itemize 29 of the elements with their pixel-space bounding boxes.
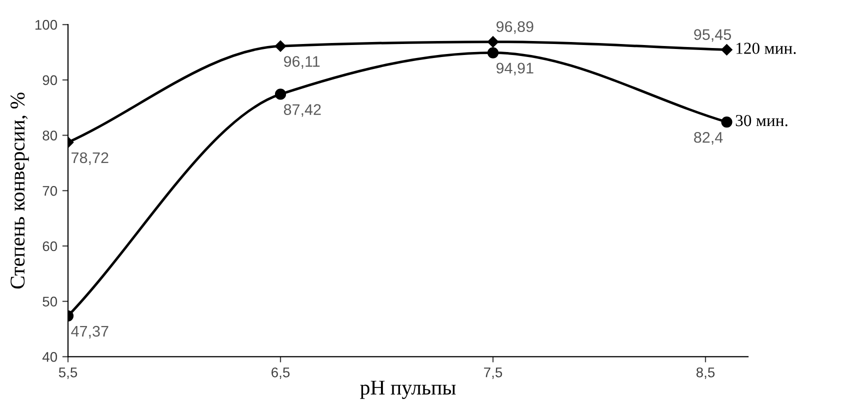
- point: [274, 88, 286, 100]
- y-tick-label: 40: [42, 352, 58, 362]
- point: [487, 47, 499, 58]
- x-tick-label: 6,5: [272, 367, 290, 379]
- data-label: 47,37: [71, 326, 108, 338]
- point: [721, 116, 732, 128]
- y-tick-label: 50: [42, 296, 58, 307]
- y-tick-label: 80: [42, 130, 58, 140]
- data-label: 82,4: [694, 132, 723, 145]
- y-tick-label: 60: [42, 241, 58, 252]
- y-tick-label: 90: [42, 75, 58, 86]
- data-label: 96,89: [496, 21, 534, 34]
- point: [721, 44, 732, 56]
- data-label: 96,11: [284, 56, 320, 69]
- data-label: 94,91: [496, 62, 534, 76]
- series-label: 30 мин.: [736, 114, 788, 126]
- y-tick-label: 70: [42, 186, 58, 196]
- x-axis-title: pH пульпы: [360, 380, 456, 399]
- y-axis-title: Степень конверсии, %: [10, 92, 29, 289]
- data-label: 87,42: [284, 104, 321, 117]
- data-label: 95,45: [694, 29, 732, 42]
- y-tick-label: 100: [35, 20, 58, 30]
- series-label: 120 мин.: [736, 42, 796, 54]
- point: [274, 40, 286, 52]
- x-tick-label: 7,5: [484, 368, 502, 379]
- point: [487, 36, 499, 48]
- x-tick-label: 5,5: [58, 368, 78, 379]
- x-tick-label: 8,5: [696, 367, 715, 379]
- data-label: 78,72: [72, 152, 108, 165]
